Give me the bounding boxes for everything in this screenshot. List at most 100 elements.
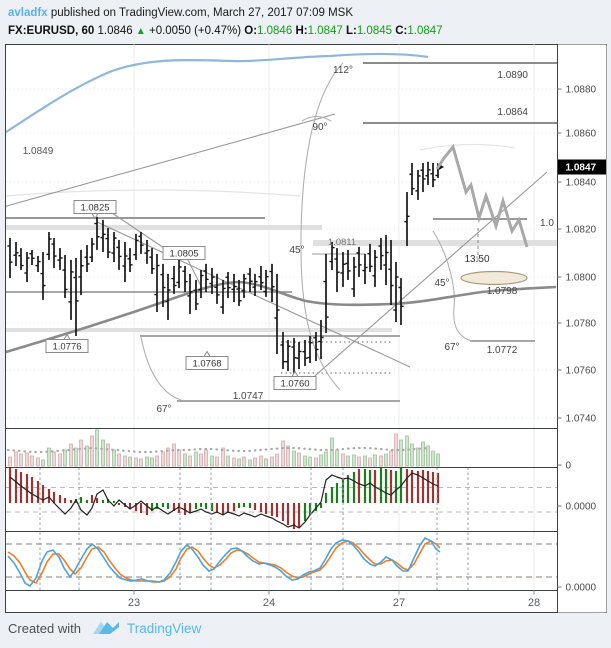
histogram-bar — [52, 492, 56, 503]
histogram-bar — [161, 503, 165, 507]
trendline[interactable] — [96, 221, 411, 368]
histogram-bar — [90, 495, 94, 503]
chart-text-label: 1.0740 — [566, 414, 597, 425]
current-price-badge — [558, 159, 606, 175]
histogram-bar — [145, 503, 149, 515]
volume-bar — [264, 458, 268, 467]
histogram-bar — [410, 470, 414, 503]
volume-bar — [426, 445, 430, 467]
trendline[interactable] — [3, 113, 336, 207]
volume-bar — [25, 452, 29, 467]
histogram-bar — [183, 503, 187, 515]
histogram-bar — [281, 503, 285, 521]
histogram-bar — [346, 475, 350, 503]
oscillator-pane — [6, 536, 557, 588]
volume-bar — [308, 456, 312, 467]
volume-bar — [36, 457, 40, 467]
chart-text-label: 1.0864 — [497, 107, 528, 118]
histogram-bar — [237, 503, 241, 508]
trendline[interactable] — [111, 212, 168, 251]
volume-bar — [172, 443, 176, 467]
forecast-zigzag[interactable] — [435, 143, 529, 248]
chart-text-label: 1.0811 — [328, 237, 356, 248]
volume-bar — [117, 453, 121, 467]
chart-text-label: 1.0776 — [52, 342, 81, 353]
volume-ma-dotted — [6, 446, 430, 454]
volume-bar — [248, 459, 252, 467]
tradingview-logo-icon — [92, 622, 119, 634]
histogram-bar — [319, 503, 323, 508]
histogram-bar — [166, 503, 170, 509]
chart-text-label: 45° — [434, 278, 449, 289]
volume-bar — [341, 453, 345, 467]
time-axis[interactable]: 23 24 27 28 — [128, 590, 540, 610]
histogram-bar — [134, 503, 138, 511]
chart-text-label: 1.0860 — [566, 129, 597, 140]
up-arrow-icon: ▲ — [135, 26, 146, 37]
histogram-bar — [314, 503, 318, 511]
volume-bar — [204, 449, 208, 467]
histogram-bar — [139, 503, 143, 513]
volume-bar — [128, 456, 132, 467]
histogram-bar — [270, 503, 274, 516]
chart-text-label: 1.0825 — [80, 203, 109, 214]
price-band — [6, 328, 392, 332]
volume-bar — [319, 454, 323, 467]
chart-text-label: 1.0 — [540, 218, 554, 229]
chart-text-label: 27 — [393, 597, 405, 609]
volume-bar — [90, 435, 94, 467]
histogram-bar — [431, 472, 435, 503]
gann-arc[interactable] — [301, 115, 332, 122]
histogram-bar — [292, 503, 296, 529]
chart-text-label: 23 — [128, 597, 140, 609]
footer: Created with TradingView — [8, 618, 201, 638]
histogram-bar — [41, 485, 45, 503]
histogram-bar — [253, 503, 257, 510]
volume-bar — [346, 455, 350, 467]
volume-bar — [215, 456, 219, 467]
target-ellipse[interactable] — [460, 270, 528, 286]
chart-text-label: 112° — [333, 65, 353, 76]
author-link[interactable]: avladfx — [8, 7, 48, 19]
histogram-bar — [341, 479, 345, 503]
session-separators — [39, 467, 469, 591]
symbol-line: FX:EURUSD, 60 1.0846 ▲ +0.0050 (+0.47%) … — [8, 22, 443, 41]
tradingview-brand-link[interactable]: TradingView — [126, 620, 202, 636]
volume-bar — [399, 439, 403, 467]
publish-line: avladfx published on TradingView.com, Ma… — [8, 4, 443, 22]
close-value: 1.0847 — [407, 25, 443, 37]
histogram-bar — [416, 471, 420, 503]
histogram-bar — [112, 501, 116, 503]
high-label: H: — [295, 25, 308, 37]
volume-bar — [237, 458, 241, 467]
volume-bar — [436, 453, 440, 467]
volume-bar — [303, 455, 307, 467]
volume-bar — [139, 458, 143, 467]
low-label: L: — [345, 25, 357, 37]
volume-bar — [335, 449, 339, 467]
open-label: O: — [244, 25, 258, 37]
histogram-bar — [226, 503, 230, 513]
histogram-bar — [368, 470, 372, 503]
price-band — [6, 225, 322, 230]
gann-arc[interactable] — [140, 336, 182, 401]
volume-bar — [253, 457, 257, 467]
moving-average-line — [6, 280, 557, 354]
callout-labels: 1.0825 1.0805 1.0776 1.0768 1.0760 — [45, 200, 317, 390]
chart-text-label: 1.0800 — [566, 273, 597, 284]
histogram-bar — [204, 503, 208, 509]
chart-text-label: 1.0798 — [487, 286, 518, 297]
gann-arc[interactable] — [432, 230, 473, 342]
price-axis[interactable]: 1.0880 1.0860 1.0840 1.0820 1.0800 1.0780 1.07… — [557, 44, 607, 613]
volume-bar — [8, 456, 12, 467]
volume-bar — [85, 445, 89, 467]
volume-bar — [150, 457, 154, 467]
price-band — [313, 240, 557, 246]
histogram-bar — [25, 474, 29, 503]
volume-bar — [373, 454, 377, 467]
volume-bar — [161, 451, 165, 467]
price-callout-box[interactable] — [162, 246, 206, 260]
gann-arc[interactable] — [300, 62, 344, 391]
